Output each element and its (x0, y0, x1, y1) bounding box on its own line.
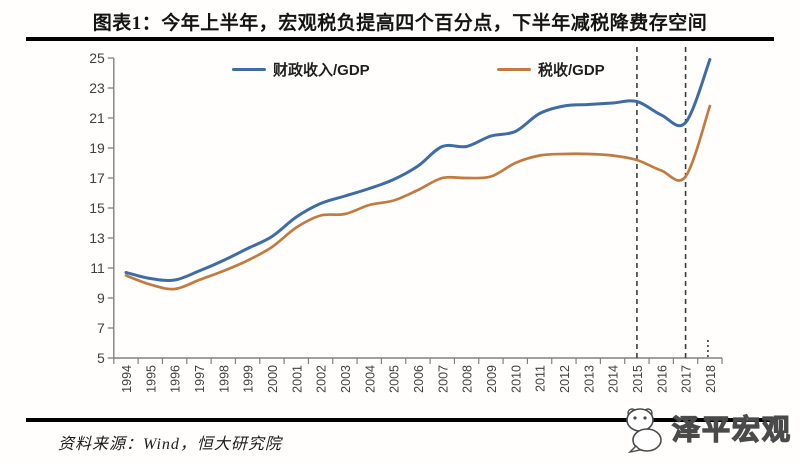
x-tick-label: 2006 (412, 365, 426, 393)
x-tick-label: 1998 (217, 365, 231, 393)
x-tick-label: 2014 (607, 365, 621, 393)
y-tick-label: 25 (89, 50, 105, 66)
y-tick-label: 5 (97, 350, 105, 366)
x-tick-label: 2005 (388, 365, 402, 393)
x-tick-label: 1994 (120, 365, 134, 393)
x-tick-label: 2016 (655, 365, 669, 393)
x-tick-label: 2004 (363, 365, 377, 393)
x-tick-label: 1996 (169, 365, 183, 393)
x-tick-label: 2018 (704, 365, 718, 393)
x-tick-label: 2001 (290, 365, 304, 393)
x-tick-label: 2009 (485, 365, 499, 393)
x-tick-label: 1995 (144, 365, 158, 393)
logo-mascot-icon (626, 408, 662, 454)
logo-text: 泽平宏观 (671, 413, 792, 445)
footer-rule (26, 418, 774, 422)
y-tick-label: 21 (89, 110, 105, 126)
title-underline (26, 37, 774, 41)
y-tick-label: 7 (97, 320, 105, 336)
x-tick-label: 2012 (558, 365, 572, 393)
y-tick-label: 15 (89, 200, 105, 216)
x-tick-label: 2013 (582, 365, 596, 393)
chart-title: 图表1：今年上半年，宏观税负提高四个百分点，下半年减税降费存空间 (92, 13, 708, 34)
x-tick-label: 2003 (339, 365, 353, 393)
series-line-0 (124, 58, 712, 282)
y-tick-label: 23 (89, 80, 105, 96)
x-tick-label: 1997 (193, 365, 207, 393)
x-tick-label: 2017 (680, 365, 694, 393)
x-tick-label: 2000 (266, 365, 280, 393)
x-tick-label: 1999 (242, 365, 256, 393)
y-tick-label: 13 (89, 230, 105, 246)
chart-svg: 5 7 9 11 13 15 17 19 21 23 25 1994 1995 1996 1997 1998 1… (89, 47, 723, 393)
x-tick-label: 2008 (461, 365, 475, 393)
x-tick-label: 2007 (436, 365, 450, 393)
x-tick-label: 2011 (534, 365, 548, 392)
x-tick-label: 2015 (631, 365, 645, 393)
chart-area: 5 7 9 11 13 15 17 19 21 23 25 1994 1995 1996 1997 1998 1… (0, 45, 800, 415)
source-note: 资料来源：Wind，恒大研究院 (58, 436, 282, 453)
y-tick-label: 9 (97, 290, 105, 306)
x-tick-label: 2002 (315, 365, 329, 393)
x-tick-label: 2010 (509, 365, 523, 393)
y-tick-label: 17 (89, 170, 105, 186)
y-tick-label: 19 (89, 140, 105, 156)
y-tick-label: 11 (90, 260, 105, 276)
series-line-1 (124, 104, 712, 291)
zeping-macro-watermark: 泽平宏观 (618, 400, 792, 456)
